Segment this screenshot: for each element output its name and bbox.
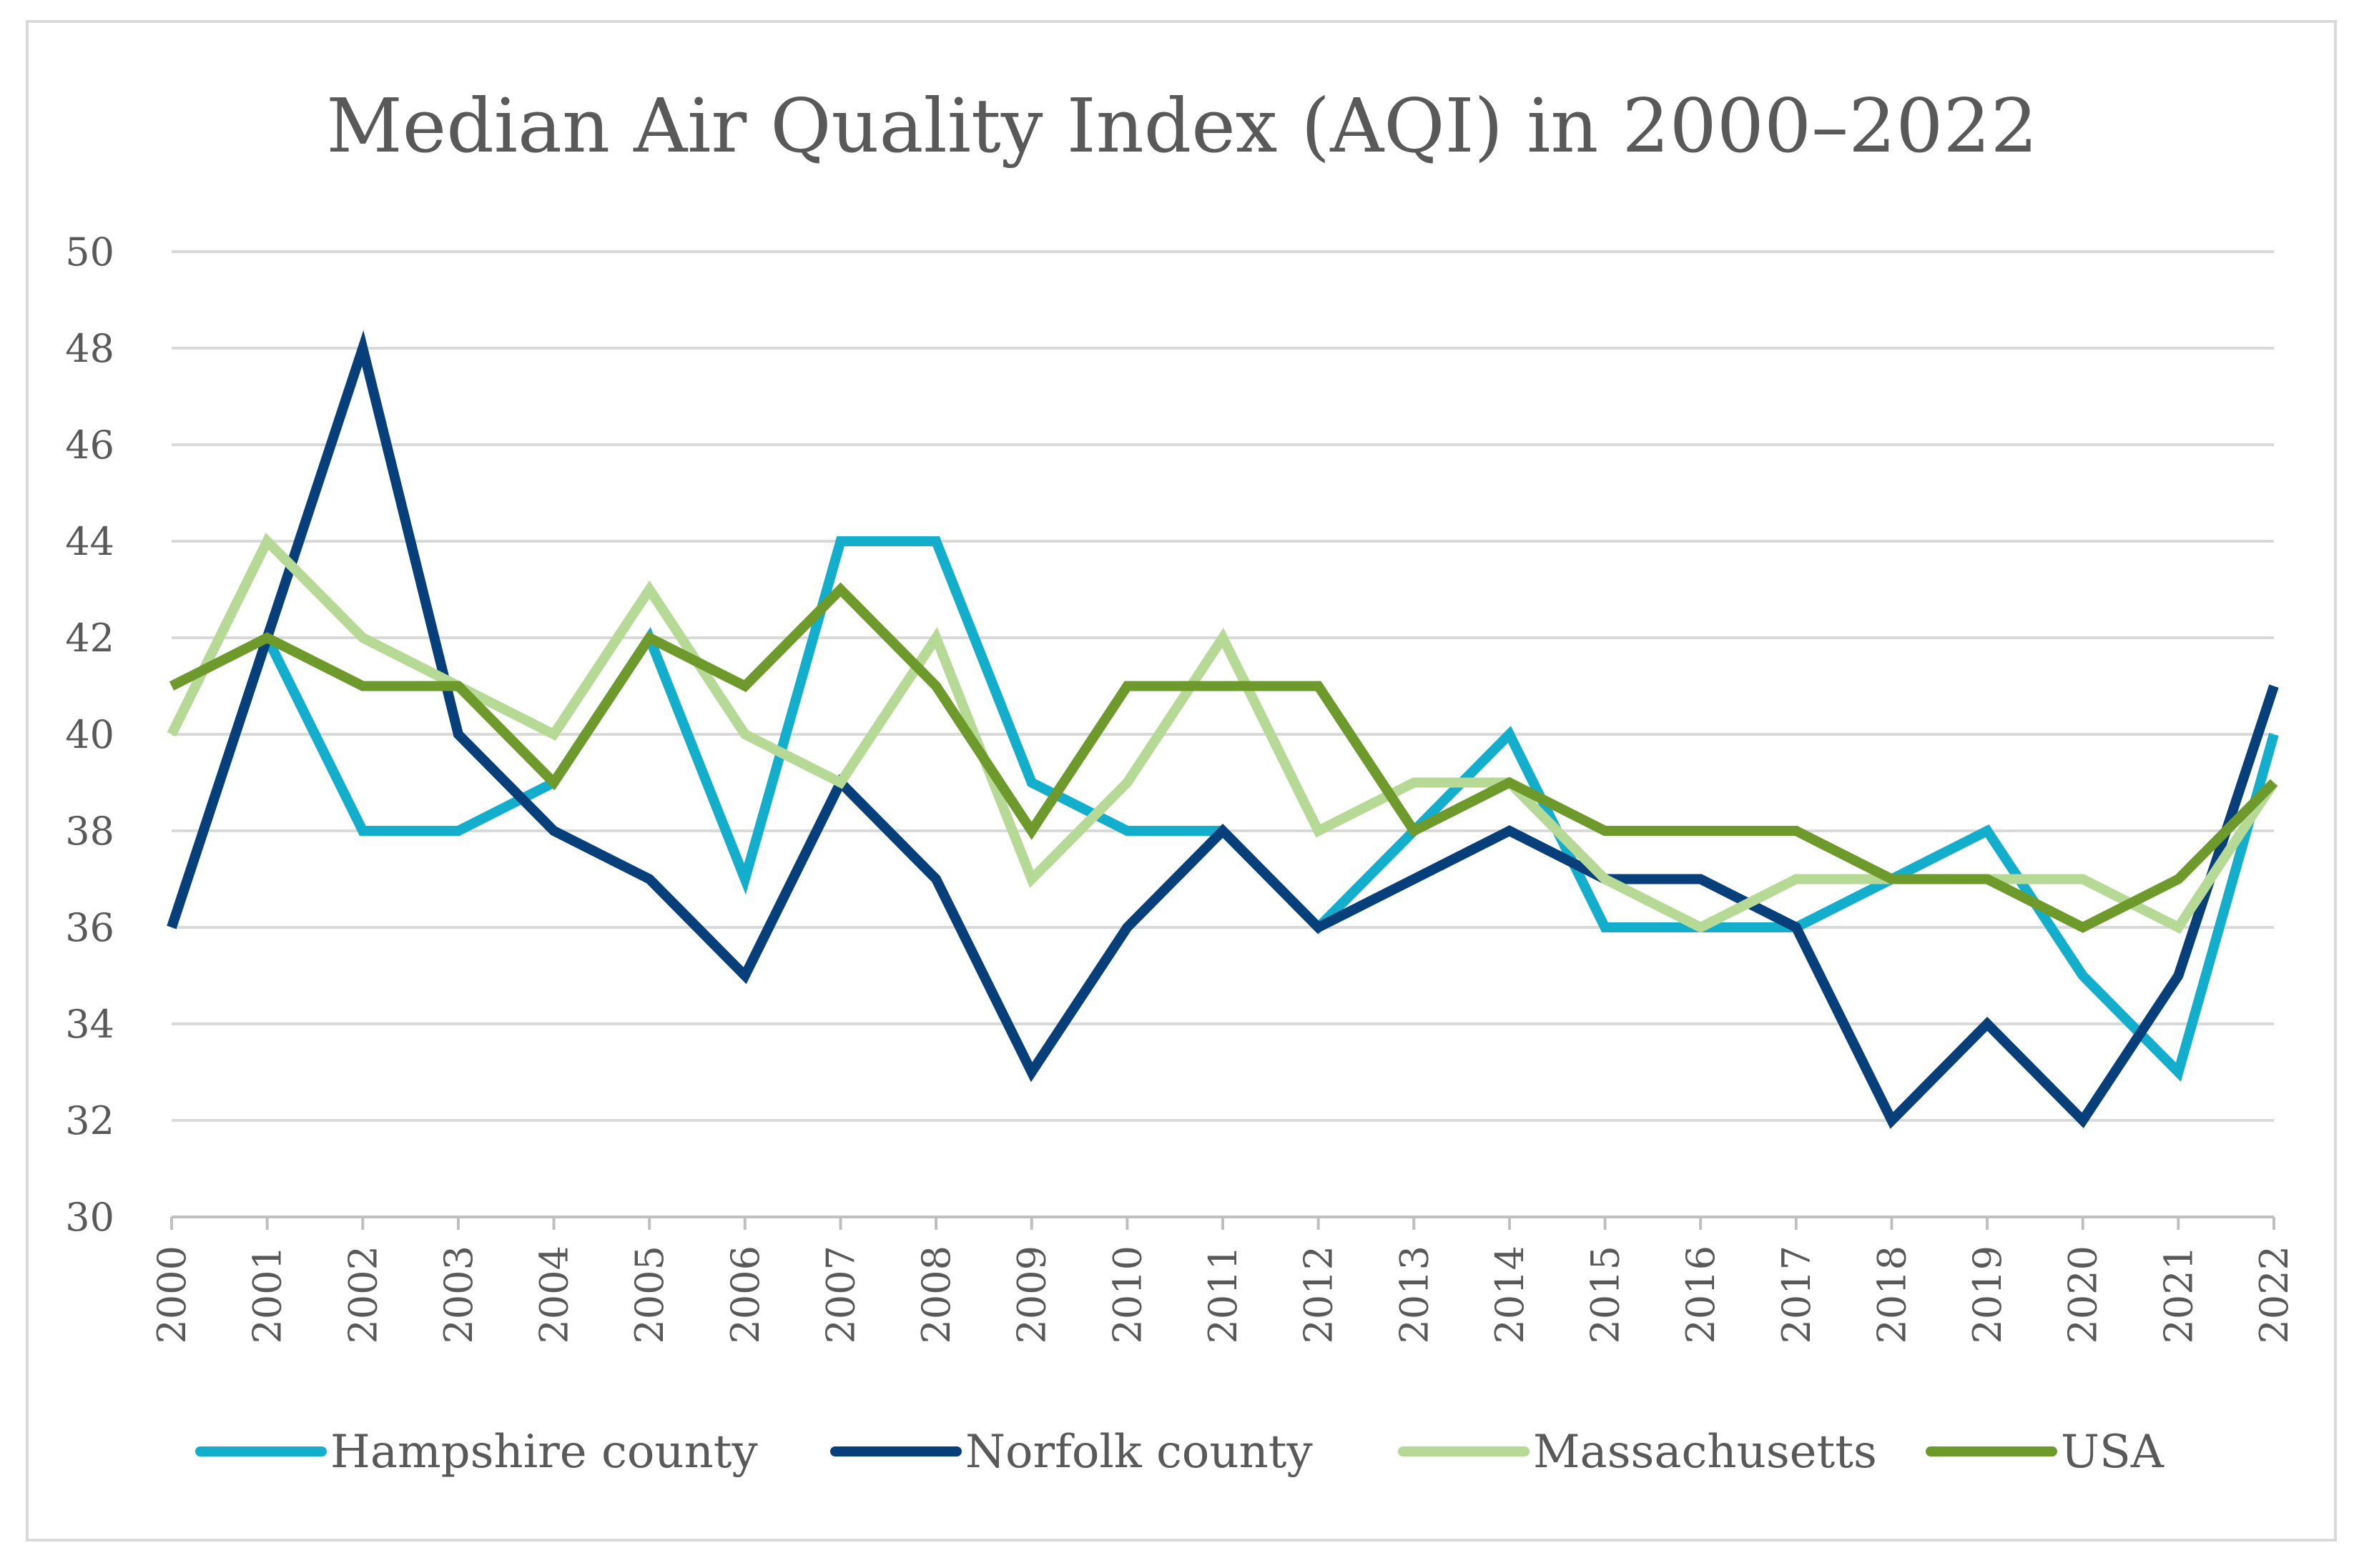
legend-label-hampshire-county: Hampshire county: [330, 1426, 758, 1479]
x-tick-label-2007: 2007: [818, 1246, 863, 1343]
x-tick-label-2005: 2005: [627, 1246, 672, 1343]
x-tick-label-2010: 2010: [1105, 1246, 1150, 1343]
y-tick-label-44: 44: [65, 519, 114, 564]
y-tick-label-34: 34: [65, 1002, 114, 1047]
chart-frame: [26, 20, 2337, 1542]
legend-item-hampshire-county: Hampshire county: [195, 1426, 758, 1479]
x-tick-label-2022: 2022: [2252, 1246, 2297, 1343]
x-tick-label-2000: 2000: [149, 1246, 194, 1343]
legend-label-massachusetts: Massachusetts: [1533, 1426, 1877, 1479]
y-tick-label-42: 42: [65, 616, 114, 661]
chart-title: Median Air Quality Index (AQI) in 2000–2…: [326, 82, 2038, 169]
x-tick-label-2021: 2021: [2156, 1246, 2201, 1343]
x-tick-label-2011: 2011: [1201, 1246, 1246, 1343]
x-tick-label-2008: 2008: [914, 1246, 959, 1343]
series-line-norfolk-county: [167, 330, 2279, 1129]
y-axis-ticks: 30 32 34 36 38 40 42 44 46 48 50: [65, 230, 114, 1240]
legend: Hampshire county Norfolk county Massachuse…: [195, 1426, 2164, 1479]
legend-label-usa: USA: [2061, 1426, 2164, 1479]
x-tick-label-2018: 2018: [1869, 1246, 1914, 1343]
y-tick-label-48: 48: [65, 326, 114, 371]
x-tick-label-2001: 2001: [245, 1246, 290, 1343]
legend-label-norfolk-county: Norfolk county: [965, 1426, 1313, 1479]
x-tick-label-2020: 2020: [2061, 1246, 2106, 1343]
y-tick-label-46: 46: [65, 423, 114, 468]
x-tick-label-2017: 2017: [1774, 1246, 1819, 1343]
x-tick-label-2013: 2013: [1392, 1246, 1437, 1343]
y-tick-label-36: 36: [65, 905, 114, 950]
x-tick-label-2002: 2002: [340, 1246, 385, 1343]
legend-item-usa: USA: [1926, 1426, 2164, 1479]
series-lines: [167, 330, 2279, 1129]
x-tick-label-2015: 2015: [1583, 1246, 1628, 1343]
x-tick-label-2016: 2016: [1678, 1246, 1723, 1343]
y-tick-label-32: 32: [65, 1098, 114, 1143]
y-tick-label-40: 40: [65, 712, 114, 757]
x-tick-label-2012: 2012: [1296, 1246, 1341, 1343]
series-line-usa: [169, 582, 2277, 933]
x-tick-label-2014: 2014: [1487, 1246, 1532, 1343]
series-line-hampshire-county: [167, 536, 2279, 1082]
gridlines: [172, 250, 2274, 1218]
x-tick-label-2009: 2009: [1010, 1246, 1055, 1343]
x-axis-ticks: 2000 2001 2002 2003 2004 2005 2006 2007 2008 2009…: [149, 1217, 2297, 1343]
x-tick-label-2019: 2019: [1965, 1246, 2010, 1343]
x-tick-label-2006: 2006: [723, 1246, 768, 1343]
x-tick-label-2004: 2004: [532, 1246, 577, 1343]
legend-item-norfolk-county: Norfolk county: [830, 1426, 1313, 1479]
legend-item-massachusetts: Massachusetts: [1398, 1426, 1877, 1479]
y-tick-label-30: 30: [65, 1195, 114, 1240]
y-tick-label-38: 38: [65, 809, 114, 854]
y-tick-label-50: 50: [65, 230, 114, 275]
x-tick-label-2003: 2003: [436, 1246, 481, 1343]
